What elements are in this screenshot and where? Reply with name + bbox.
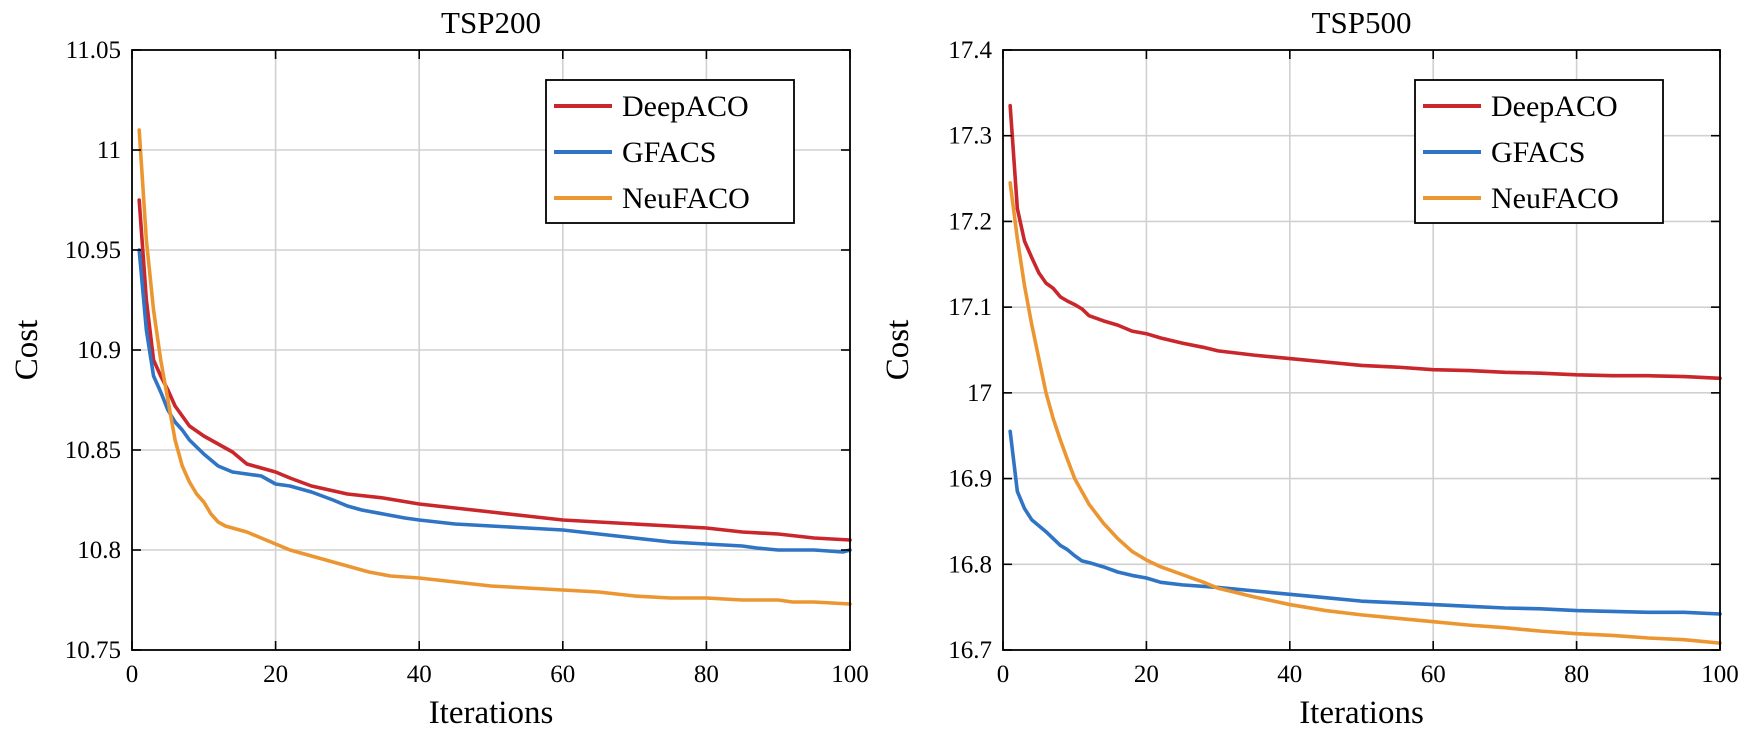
series-line-gfacs — [1008, 429, 1722, 616]
y-tick-label: 17.3 — [948, 123, 992, 150]
y-tick-label: 17.1 — [948, 294, 992, 321]
x-tick-label: 40 — [407, 661, 432, 688]
y-tick-label: 16.9 — [948, 466, 992, 493]
x-tick-label: 100 — [1701, 661, 1739, 688]
y-axis-label: Cost — [880, 320, 916, 381]
y-tick-label: 11.05 — [66, 37, 121, 64]
y-tick-label: 16.8 — [948, 551, 992, 578]
x-tick-label: 40 — [1277, 661, 1302, 688]
series-line-deepaco — [137, 198, 852, 542]
legend-label-deepaco: DeepACO — [1491, 90, 1618, 123]
y-tick-label: 10.75 — [65, 637, 121, 664]
x-tick-label: 0 — [997, 661, 1010, 688]
chart-title: TSP500 — [1312, 5, 1412, 40]
x-axis-label: Iterations — [429, 695, 554, 731]
y-tick-label: 10.9 — [77, 337, 121, 364]
series-line-neufaco — [1008, 181, 1722, 645]
legend-label-neufaco: NeuFACO — [622, 182, 750, 215]
x-tick-label: 80 — [694, 661, 719, 688]
y-tick-label: 17 — [967, 380, 992, 407]
y-tick-label: 16.7 — [948, 637, 992, 664]
x-tick-label: 0 — [126, 661, 139, 688]
legend: DeepACO GFACS NeuFACO — [1414, 79, 1664, 224]
y-tick-label: 17.4 — [948, 37, 992, 64]
x-tick-label: 60 — [1421, 661, 1446, 688]
legend-label-gfacs: GFACS — [1491, 136, 1585, 169]
x-tick-label: 60 — [550, 661, 575, 688]
x-tick-label: 100 — [831, 661, 869, 688]
chart-title: TSP200 — [441, 5, 541, 40]
y-axis-label: Cost — [9, 320, 45, 381]
y-tick-label: 10.85 — [65, 437, 121, 464]
chart-panel-2: 0 20 40 60 80 100 16.7 16.8 16.9 17 17.1 17.2 17.3 17… — [880, 5, 1739, 731]
y-tick-label: 11 — [97, 137, 121, 164]
x-tick-label: 20 — [263, 661, 288, 688]
series-line-neufaco — [137, 128, 852, 606]
legend-label-deepaco: DeepACO — [622, 90, 749, 123]
y-tick-label: 10.95 — [65, 237, 121, 264]
axes-frame — [1002, 49, 1721, 651]
y-tick-label: 10.8 — [77, 537, 121, 564]
x-tick-label: 80 — [1564, 661, 1589, 688]
legend-label-gfacs: GFACS — [622, 136, 716, 169]
series-line-deepaco — [1008, 103, 1722, 381]
y-tick-label: 17.2 — [948, 208, 992, 235]
x-axis-label: Iterations — [1299, 695, 1424, 731]
legend-label-neufaco: NeuFACO — [1491, 182, 1619, 215]
legend: DeepACO GFACS NeuFACO — [545, 79, 795, 224]
series-line-gfacs — [137, 248, 852, 554]
x-tick-label: 20 — [1134, 661, 1159, 688]
chart-panel-1: 0 20 40 60 80 100 10.75 10.8 10.85 10.9 10.95 11 11.… — [9, 5, 869, 731]
